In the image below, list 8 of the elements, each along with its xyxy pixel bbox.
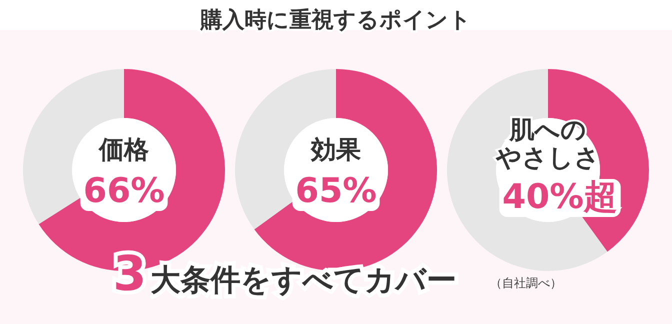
text: 効果 (310, 135, 361, 164)
text: 肌へのやさしさ (495, 115, 600, 172)
data-label: 66% (83, 171, 165, 211)
text: 価格 (98, 135, 149, 164)
text: 購入時に重視するポイント (200, 8, 472, 33)
data-label: 65% (295, 171, 377, 211)
data-label: 40%超 (502, 177, 618, 217)
text: （自社調べ） (490, 276, 562, 290)
